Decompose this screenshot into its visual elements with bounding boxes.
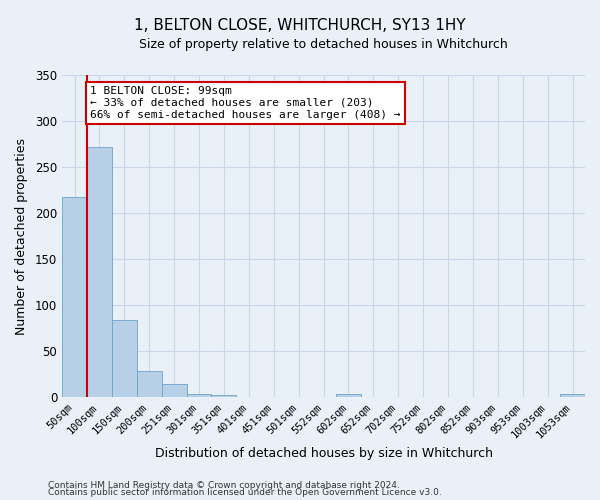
Bar	[112, 320, 137, 397]
Text: 1, BELTON CLOSE, WHITCHURCH, SY13 1HY: 1, BELTON CLOSE, WHITCHURCH, SY13 1HY	[134, 18, 466, 32]
Text: Contains public sector information licensed under the Open Government Licence v3: Contains public sector information licen…	[48, 488, 442, 497]
Text: Contains HM Land Registry data © Crown copyright and database right 2024.: Contains HM Land Registry data © Crown c…	[48, 480, 400, 490]
Bar	[560, 394, 585, 397]
Bar	[137, 370, 161, 397]
Bar	[87, 147, 112, 397]
Title: Size of property relative to detached houses in Whitchurch: Size of property relative to detached ho…	[139, 38, 508, 51]
Bar	[336, 394, 361, 397]
Text: 1 BELTON CLOSE: 99sqm
← 33% of detached houses are smaller (203)
66% of semi-det: 1 BELTON CLOSE: 99sqm ← 33% of detached …	[90, 86, 400, 120]
Bar	[161, 384, 187, 397]
Bar	[211, 396, 236, 397]
Bar	[187, 394, 211, 397]
X-axis label: Distribution of detached houses by size in Whitchurch: Distribution of detached houses by size …	[155, 447, 493, 460]
Y-axis label: Number of detached properties: Number of detached properties	[15, 138, 28, 334]
Bar	[62, 196, 87, 397]
